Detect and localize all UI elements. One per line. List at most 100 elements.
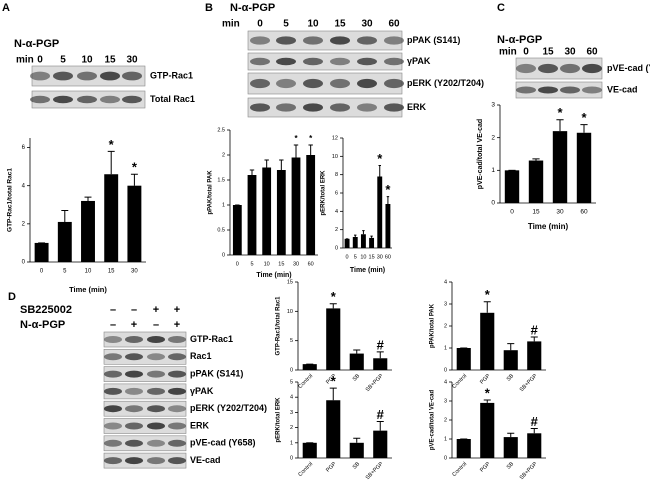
bar [302, 364, 317, 370]
blot-band [250, 78, 270, 89]
blot-row-label: ERK [407, 102, 427, 112]
x-tick-label: 30 [556, 209, 564, 216]
bar [576, 132, 592, 203]
blot-row-label: pPAK (S141) [190, 368, 243, 378]
y-tick-label: 2 [491, 134, 495, 141]
error-bar [376, 351, 384, 359]
blot-row-label: Total Rac1 [150, 94, 195, 104]
lane-label: 5 [283, 19, 289, 30]
blot-band [104, 405, 122, 413]
y-tick-label: 2.5 [217, 127, 225, 133]
blot-band [168, 457, 186, 465]
significance-mark: * [385, 182, 391, 197]
bar [377, 176, 383, 248]
blot-row-label: pPAK (S141) [407, 35, 460, 45]
bar [456, 439, 471, 458]
blot-band [250, 103, 270, 112]
y-tick-label: 1 [222, 202, 225, 208]
x-tick-label: 15 [278, 261, 284, 267]
blot-band [276, 57, 296, 66]
blot-band [168, 405, 186, 413]
y-tick-label: 2 [290, 425, 293, 431]
blot-band [276, 78, 296, 89]
significance-mark: # [531, 322, 539, 337]
blot-band [77, 95, 97, 104]
x-tick-label: 60 [308, 261, 314, 267]
blot-band [147, 387, 165, 395]
blot-row-label: pERK (Y202/T204) [407, 78, 484, 88]
y-tick-label: 10 [287, 309, 293, 315]
x-tick-label: Control [297, 461, 314, 478]
panel-letter: B [205, 2, 213, 14]
bar [527, 341, 542, 370]
blot-band [168, 439, 186, 447]
blot-row-label: pERK (Y202/T204) [190, 403, 267, 413]
lane-label: 0 [37, 55, 43, 66]
error-bar [556, 119, 564, 132]
blot-band [582, 86, 602, 94]
blot-band [125, 405, 143, 413]
blot-band [250, 36, 270, 45]
condition-sign: + [131, 319, 137, 331]
error-bar [107, 150, 115, 175]
panel-letter: D [8, 291, 16, 303]
blot-band [125, 439, 143, 447]
bar [369, 237, 375, 248]
x-axis-label: Time (min) [350, 267, 385, 274]
y-tick-label: 4 [444, 279, 447, 285]
blot-band [303, 57, 323, 66]
y-tick-label: 15 [287, 279, 293, 285]
bar [360, 234, 366, 248]
blot-band [125, 370, 143, 378]
significance-mark: * [485, 287, 491, 302]
bar [344, 238, 350, 248]
blot-band [147, 422, 165, 430]
error-bar [532, 158, 540, 161]
bar [385, 204, 391, 248]
blot-band [77, 71, 97, 81]
lane-label: 15 [542, 47, 554, 58]
blot-band [104, 387, 122, 395]
bar [302, 442, 317, 458]
blot-band [147, 370, 165, 378]
y-tick-label: 3 [290, 410, 293, 416]
y-tick-label: 5 [290, 338, 293, 344]
x-tick-label: 0 [40, 269, 44, 275]
blot-band [384, 103, 404, 112]
blot-band [276, 36, 296, 45]
blot-band [516, 86, 536, 94]
error-bar [61, 209, 69, 222]
condition-sign: – [153, 319, 159, 331]
blot-band [538, 63, 558, 74]
blot-band [122, 95, 142, 104]
error-bar [386, 196, 390, 204]
blot-row-label: γPAK [407, 56, 431, 66]
x-tick-label: PGP [479, 461, 492, 474]
condition-label: N-α-PGP [20, 319, 65, 331]
blot-band [168, 387, 186, 395]
y-tick-label: 3 [444, 398, 447, 404]
y-tick-label: 0 [290, 455, 293, 461]
y-tick-label: 1 [444, 436, 447, 442]
bar [81, 200, 95, 262]
y-tick-label: 0 [491, 200, 495, 207]
error-bar [483, 301, 491, 313]
unit-label: min [16, 55, 34, 66]
error-bar [84, 196, 92, 201]
condition-sign: – [110, 304, 116, 316]
blot-band [125, 387, 143, 395]
lane-label: 10 [81, 55, 93, 66]
bar [34, 242, 49, 262]
x-tick-label: SB+PGP [365, 461, 385, 481]
x-axis-label: Time (min) [256, 272, 291, 279]
x-tick-label: SB [506, 373, 516, 383]
significance-mark: * [294, 134, 298, 143]
bar [127, 185, 142, 262]
error-bar [264, 159, 269, 168]
blot-band [104, 353, 122, 361]
blot-band [100, 71, 120, 81]
x-tick-label: 10 [360, 254, 366, 260]
blot-band [100, 95, 120, 104]
blot-strip [247, 72, 403, 95]
x-tick-label: 15 [108, 269, 115, 275]
